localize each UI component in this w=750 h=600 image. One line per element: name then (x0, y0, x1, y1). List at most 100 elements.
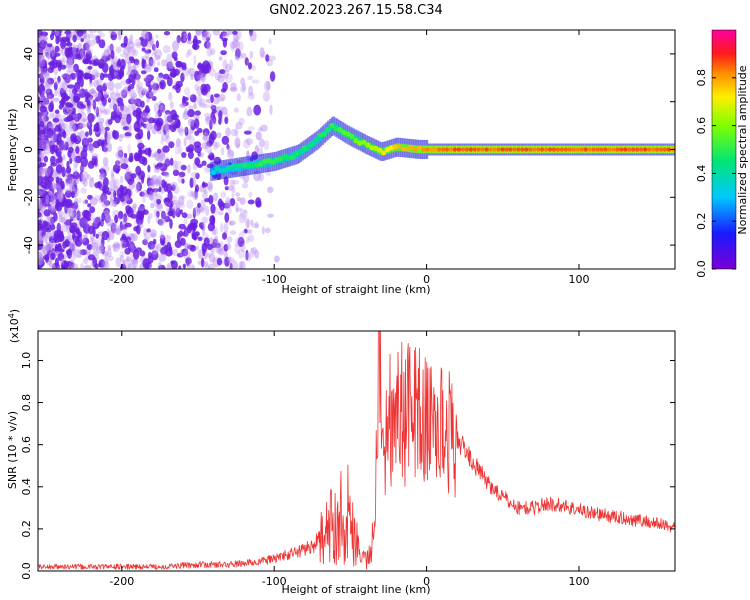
spectrogram-noise-cell (234, 126, 239, 138)
spectrogram-noise-cell (57, 188, 63, 195)
spectrogram-noise-cell (39, 162, 47, 167)
spectrogram-noise-cell (120, 42, 128, 48)
spectrogram-ridge-point (309, 141, 315, 147)
spectrogram-noise-cell (107, 244, 112, 251)
spectrogram-noise-cell (55, 80, 61, 85)
spectrogram-ridge-point (357, 140, 363, 146)
spectrogram-noise-cell (60, 36, 68, 43)
spectrogram-noise-cell (127, 123, 133, 134)
spectrogram-noise-cell (109, 92, 117, 100)
spectrogram-noise-cell (113, 72, 119, 77)
spectrogram-noise-cell (249, 30, 254, 37)
spectrogram-noise-cell (141, 88, 148, 94)
spectrogram-noise-cell (120, 102, 125, 112)
spectrogram-noise-cell (165, 130, 170, 139)
spectrogram-noise-cell (79, 217, 86, 228)
spectrogram-noise-cell (163, 172, 170, 178)
spectrogram-noise-cell (60, 211, 68, 223)
spectrogram-ridge-point (381, 150, 387, 156)
spectrogram-noise-cell (125, 54, 132, 65)
spectrogram-noise-cell (103, 90, 107, 99)
spectrogram-noise-cell (188, 118, 196, 124)
spectrogram-noise-cell (194, 157, 201, 166)
spectrogram-noise-cell (204, 198, 211, 203)
spectrogram-noise-cell (160, 137, 164, 146)
spectrogram-noise-cell (87, 144, 94, 152)
spectrogram-noise-cell (109, 197, 114, 208)
spectrogram-ridge-point (599, 147, 604, 152)
spectrogram-ridge-point (389, 145, 395, 151)
spectrogram-noise-cell (245, 138, 254, 145)
spectrogram-noise-cell (175, 160, 182, 171)
spectrogram-noise-cell (244, 57, 249, 66)
spectrogram-noise-cell (182, 249, 191, 260)
spectrogram-noise-cell (212, 30, 221, 36)
spectrogram-noise-cell (153, 167, 160, 173)
spectrogram-noise-cell (86, 173, 91, 180)
spectrogram-ridge-point (567, 147, 572, 152)
spectrogram-ridge-point (595, 147, 600, 152)
spectrogram-noise-cell (224, 186, 229, 191)
spectrogram-noise-cell (217, 198, 223, 208)
spectrogram-noise-cell (132, 248, 140, 260)
spectrogram-noise-cell (178, 67, 183, 72)
snr-ytick-label: 1.0 (20, 352, 33, 370)
spectrogram-noise-cell (142, 195, 146, 203)
spectrogram-noise-cell (109, 195, 114, 203)
spectrogram-noise-cell (193, 114, 200, 121)
spectrogram-noise-cell (211, 242, 217, 248)
spectrogram-noise-cell (183, 32, 187, 42)
spectrogram-noise-cell (101, 109, 108, 115)
snr-ytick-label: 0.8 (20, 394, 33, 412)
spectrogram-noise-cell (226, 236, 233, 243)
spectrogram-ridge-point (274, 157, 280, 163)
spectrogram-noise-cell (194, 231, 200, 237)
spectrogram-noise-cell (241, 183, 249, 189)
spectrogram-noise-cell (229, 86, 238, 92)
spectrogram-noise-cell (74, 114, 79, 124)
spectrogram-noise-cell (45, 194, 50, 205)
spectrogram-noise-cell (177, 203, 186, 209)
spectrogram-noise-cell (49, 216, 56, 225)
spectrogram-noise-cell (111, 31, 115, 38)
spectrogram-noise-cell (176, 118, 181, 129)
spectrogram-noise-cell (94, 182, 102, 189)
spectrogram-noise-cell (40, 188, 46, 195)
spectrogram-noise-cell (38, 230, 43, 241)
spectrogram-noise-cell (143, 75, 152, 83)
spectrogram-noise-cell (150, 153, 156, 158)
spectrogram-noise-cell (238, 117, 245, 125)
spectrogram-noise-cell (101, 248, 105, 255)
spectrogram-ridge-point (349, 133, 355, 139)
spectrogram-noise-cell (38, 167, 45, 177)
spectrogram-noise-cell (227, 145, 231, 155)
spectrogram-ridge-point (484, 147, 489, 152)
spectrogram-noise-cell (207, 183, 213, 193)
spectrogram-noise-cell (51, 46, 56, 57)
spectrogram-noise-cell (154, 180, 161, 185)
spectrogram-noise-cell (158, 218, 165, 227)
spectrogram-noise-cell (253, 104, 262, 116)
spectrogram-noise-cell (169, 72, 177, 77)
spectrogram-noise-cell (201, 216, 209, 224)
spectrogram-noise-cell (56, 140, 60, 146)
spectrogram-noise-cell (128, 184, 136, 190)
spectrogram-noise-cell (172, 40, 179, 52)
spectrogram-noise-cell (120, 238, 126, 249)
spectrogram-noise-cell (147, 147, 152, 158)
spectrogram-noise-cell (144, 49, 151, 54)
spectrogram-noise-cell (249, 50, 254, 60)
spectrogram-ytick-label: 20 (22, 95, 35, 109)
spectrogram-noise-cell (158, 253, 167, 262)
spectrogram-ridge-point (496, 147, 501, 152)
spectrogram-noise-cell (80, 187, 87, 194)
spectrogram-noise-cell (38, 251, 43, 259)
spectrogram-noise-cell (39, 105, 48, 113)
spectrogram-noise-cell (50, 223, 56, 231)
spectrogram-noise-cell (39, 39, 46, 50)
spectrogram-ridge (210, 123, 675, 175)
spectrogram-ytick-label: 0 (22, 146, 35, 153)
spectrogram-ridge-point (250, 162, 256, 168)
spectrogram-noise-cell (50, 49, 57, 61)
spectrogram-noise-cell (221, 37, 228, 42)
